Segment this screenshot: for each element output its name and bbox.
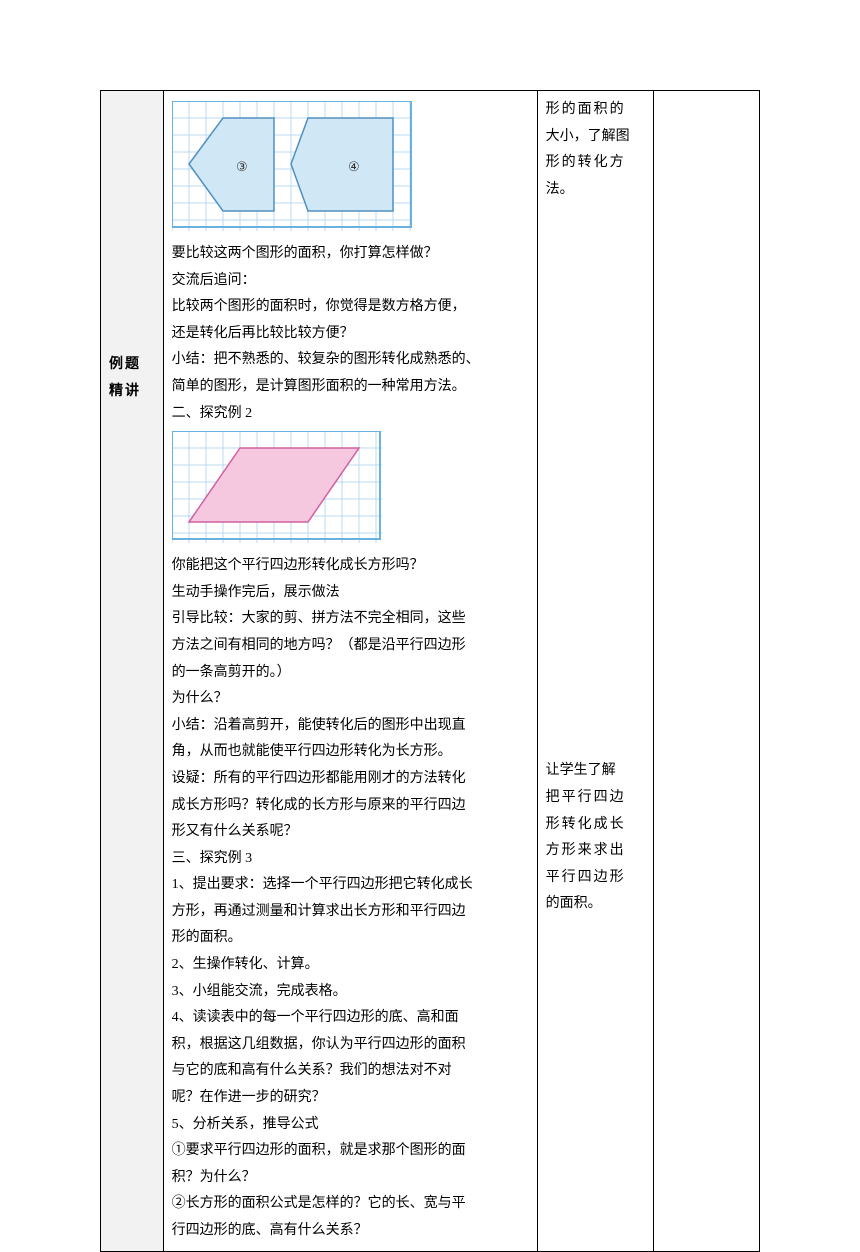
s4c: 与它的底和高有什么关系？我们的想法对不对: [172, 1058, 529, 1085]
main-content-cell: ③ ④ 要比较这两个图形的面积，你打算怎样做？ 交流后追问： 比较两个图形的面积…: [163, 91, 537, 1252]
left-label-line2: 精讲: [109, 379, 155, 406]
s1c: 形的面积。: [172, 925, 529, 952]
side1-mid-e: 平行四边形: [546, 865, 645, 892]
q1: 要比较这两个图形的面积，你打算怎样做？: [172, 241, 529, 268]
s1b: 方形，再通过测量和计算求出长方形和平行四边: [172, 899, 529, 926]
q1-follow: 交流后追问：: [172, 268, 529, 295]
s4d: 呢？在作进一步的研究？: [172, 1085, 529, 1112]
figure-2: [172, 431, 529, 543]
q2-step2c: 的一条高剪开的。）: [172, 660, 529, 687]
q2: 你能把这个平行四边形转化成长方形吗？: [172, 553, 529, 580]
side1-mid-b: 把平行四边: [546, 785, 645, 812]
heading-2: 二、探究例 2: [172, 401, 529, 428]
summary2a: 小结：沿着高剪开，能使转化后的图形中出现直: [172, 713, 529, 740]
c1b: 积？为什么？: [172, 1165, 529, 1192]
doubt-c: 形又有什么关系呢？: [172, 819, 529, 846]
s2: 2、生操作转化、计算。: [172, 952, 529, 979]
lesson-table: 例题 精讲 ③ ④: [100, 90, 760, 1252]
s4a: 4、读读表中的每一个平行四边形的底、高和面: [172, 1005, 529, 1032]
side-column-2: [653, 91, 759, 1252]
c1a: ①要求平行四边形的面积，就是求那个图形的面: [172, 1138, 529, 1165]
side1-top-a: 形的面积的: [546, 97, 645, 124]
s4b: 积，根据这几组数据，你认为平行四边形的面积: [172, 1032, 529, 1059]
summary2b: 角，从而也就能使平行四边形转化为长方形。: [172, 739, 529, 766]
figure1-label3: ③: [236, 159, 248, 174]
side1-mid-f: 的面积。: [546, 891, 645, 918]
left-label-line1: 例题: [109, 352, 155, 379]
s5: 5、分析关系，推导公式: [172, 1112, 529, 1139]
c2a: ②长方形的面积公式是怎样的？它的长、宽与平: [172, 1191, 529, 1218]
figure-1: ③ ④: [172, 101, 529, 231]
doubt-b: 成长方形吗？转化成的长方形与原来的平行四边: [172, 793, 529, 820]
s3: 3、小组能交流，完成表格。: [172, 979, 529, 1006]
doubt-a: 设疑：所有的平行四边形都能用刚才的方法转化: [172, 766, 529, 793]
q1-follow2a: 比较两个图形的面积时，你觉得是数方格方便，: [172, 294, 529, 321]
why: 为什么？: [172, 686, 529, 713]
left-label-cell: 例题 精讲: [101, 91, 164, 1252]
q2-step2b: 方法之间有相同的地方吗？（都是沿平行四边形: [172, 633, 529, 660]
side1-top-d: 法。: [546, 177, 645, 204]
summary1b: 简单的图形，是计算图形面积的一种常用方法。: [172, 374, 529, 401]
summary1a: 小结：把不熟悉的、较复杂的图形转化成熟悉的、: [172, 347, 529, 374]
side1-mid-a: 让学生了解: [546, 758, 645, 785]
side1-mid-d: 方形来求出: [546, 838, 645, 865]
side1-top-b: 大小，了解图: [546, 124, 645, 151]
c2b: 行四边形的底、高有什么关系？: [172, 1218, 529, 1245]
side-column-1: 形的面积的 大小，了解图 形的转化方 法。 让学生了解 把平行四边 形转化成长 …: [537, 91, 653, 1252]
heading-3: 三、探究例 3: [172, 846, 529, 873]
q2-step1: 生动手操作完后，展示做法: [172, 580, 529, 607]
s1a: 1、提出要求：选择一个平行四边形把它转化成长: [172, 872, 529, 899]
side1-top-c: 形的转化方: [546, 150, 645, 177]
side1-mid-c: 形转化成长: [546, 812, 645, 839]
figure1-label4: ④: [348, 159, 360, 174]
q1-follow2b: 还是转化后再比较比较方便？: [172, 321, 529, 348]
q2-step2a: 引导比较：大家的剪、拼方法不完全相同，这些: [172, 606, 529, 633]
